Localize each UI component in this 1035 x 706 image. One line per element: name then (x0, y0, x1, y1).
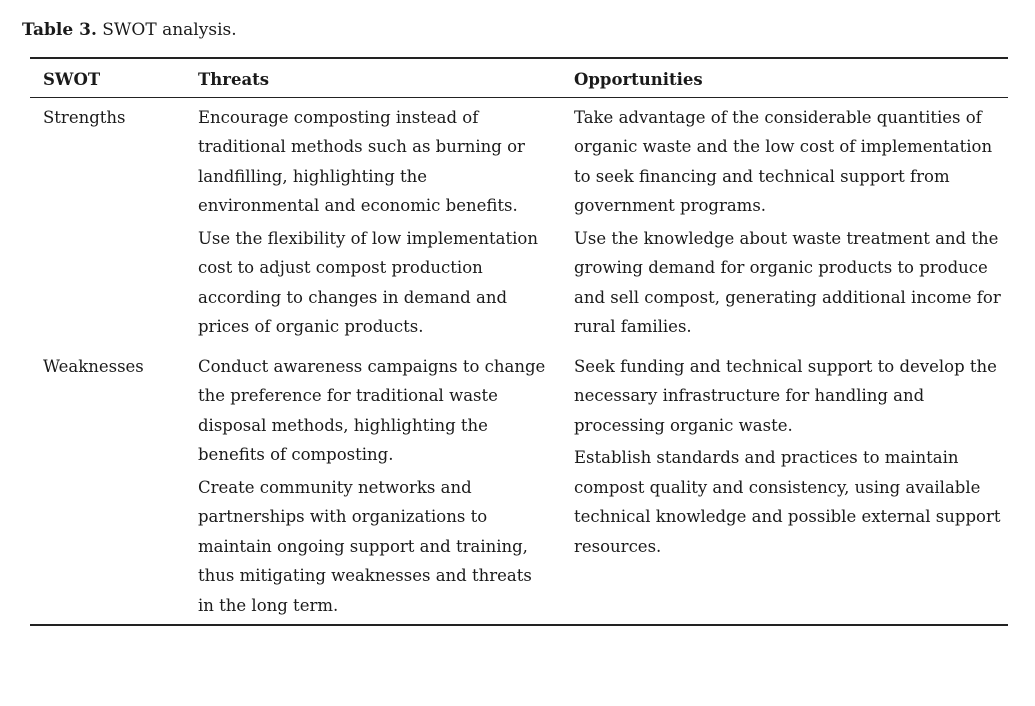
header-cell: Threats (198, 70, 270, 89)
threats-cell: Conduct awareness campaigns to change th… (198, 345, 574, 626)
caption-label: Table 3. (22, 20, 97, 40)
swot-cell: Strengths (43, 107, 126, 127)
cell-paragraph: Take advantage of the considerable quant… (574, 107, 993, 216)
cell-paragraph: Conduct awareness campaigns to change th… (198, 356, 546, 465)
opportunities-cell: Take advantage of the considerable quant… (574, 97, 1008, 345)
table-row: Weaknesses Conduct awareness campaigns to… (30, 345, 1008, 626)
table-header: SWOT Threats Opportunities (30, 58, 1008, 97)
threats-cell: Encourage composting instead of traditio… (198, 97, 574, 345)
caption-text: SWOT analysis. (102, 20, 237, 40)
cell-paragraph: Create community networks and partnershi… (198, 477, 532, 615)
cell-paragraph: Use the flexibility of low implementatio… (198, 228, 538, 337)
header-row: SWOT Threats Opportunities (30, 58, 1008, 97)
table-body: Strengths Encourage composting instead of… (30, 97, 1008, 625)
cell-paragraph: Establish standards and practices to mai… (574, 448, 1001, 556)
cell-paragraph: Use the knowledge about waste treatment … (574, 228, 1001, 337)
header-cell: SWOT (43, 70, 101, 89)
header-cell: Opportunities (574, 70, 703, 89)
swot-cell: Weaknesses (43, 356, 144, 376)
swot-table: SWOT Threats Opportunities Strengths Enco… (30, 57, 1008, 626)
cell-paragraph: Seek funding and technical support to de… (574, 356, 997, 435)
table-row: Strengths Encourage composting instead of… (30, 97, 1008, 345)
caption: Table 3. SWOT analysis. (22, 20, 237, 40)
opportunities-cell: Seek funding and technical support to de… (574, 345, 1008, 626)
cell-paragraph: Encourage composting instead of traditio… (198, 107, 525, 216)
